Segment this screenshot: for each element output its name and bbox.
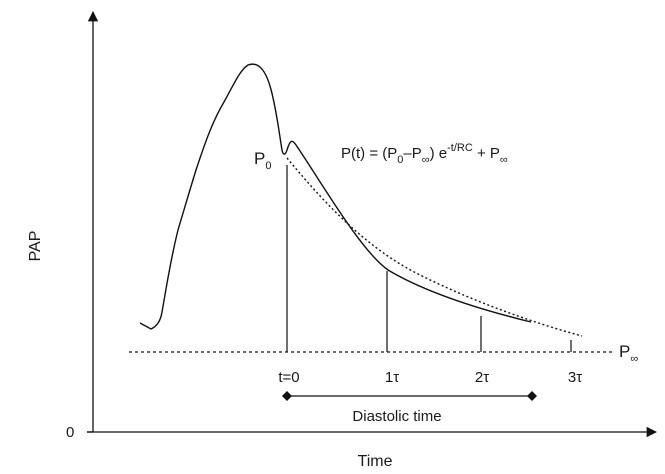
y-axis-title: PAP xyxy=(27,231,44,262)
exponential-fit-curve xyxy=(286,157,583,337)
x-axis-title: Time xyxy=(358,453,393,470)
tick-label-3tau: 3τ xyxy=(568,369,582,386)
decay-equation: P(t) = (P0–P∞) e-t/RC + P∞ xyxy=(341,142,508,166)
diastolic-time-label: Diastolic time xyxy=(352,408,441,425)
diastolic-interval-start-diamond xyxy=(282,391,292,401)
p-infinity-label: P∞ xyxy=(619,342,638,365)
p0-label: P0 xyxy=(254,149,271,172)
pressure-waveform xyxy=(139,63,532,330)
diastolic-interval-end-diamond xyxy=(527,391,537,401)
tick-label-2tau: 2τ xyxy=(475,369,489,386)
tick-label-t0: t=0 xyxy=(278,369,299,386)
origin-label: 0 xyxy=(66,424,74,441)
tick-label-1tau: 1τ xyxy=(385,369,399,386)
